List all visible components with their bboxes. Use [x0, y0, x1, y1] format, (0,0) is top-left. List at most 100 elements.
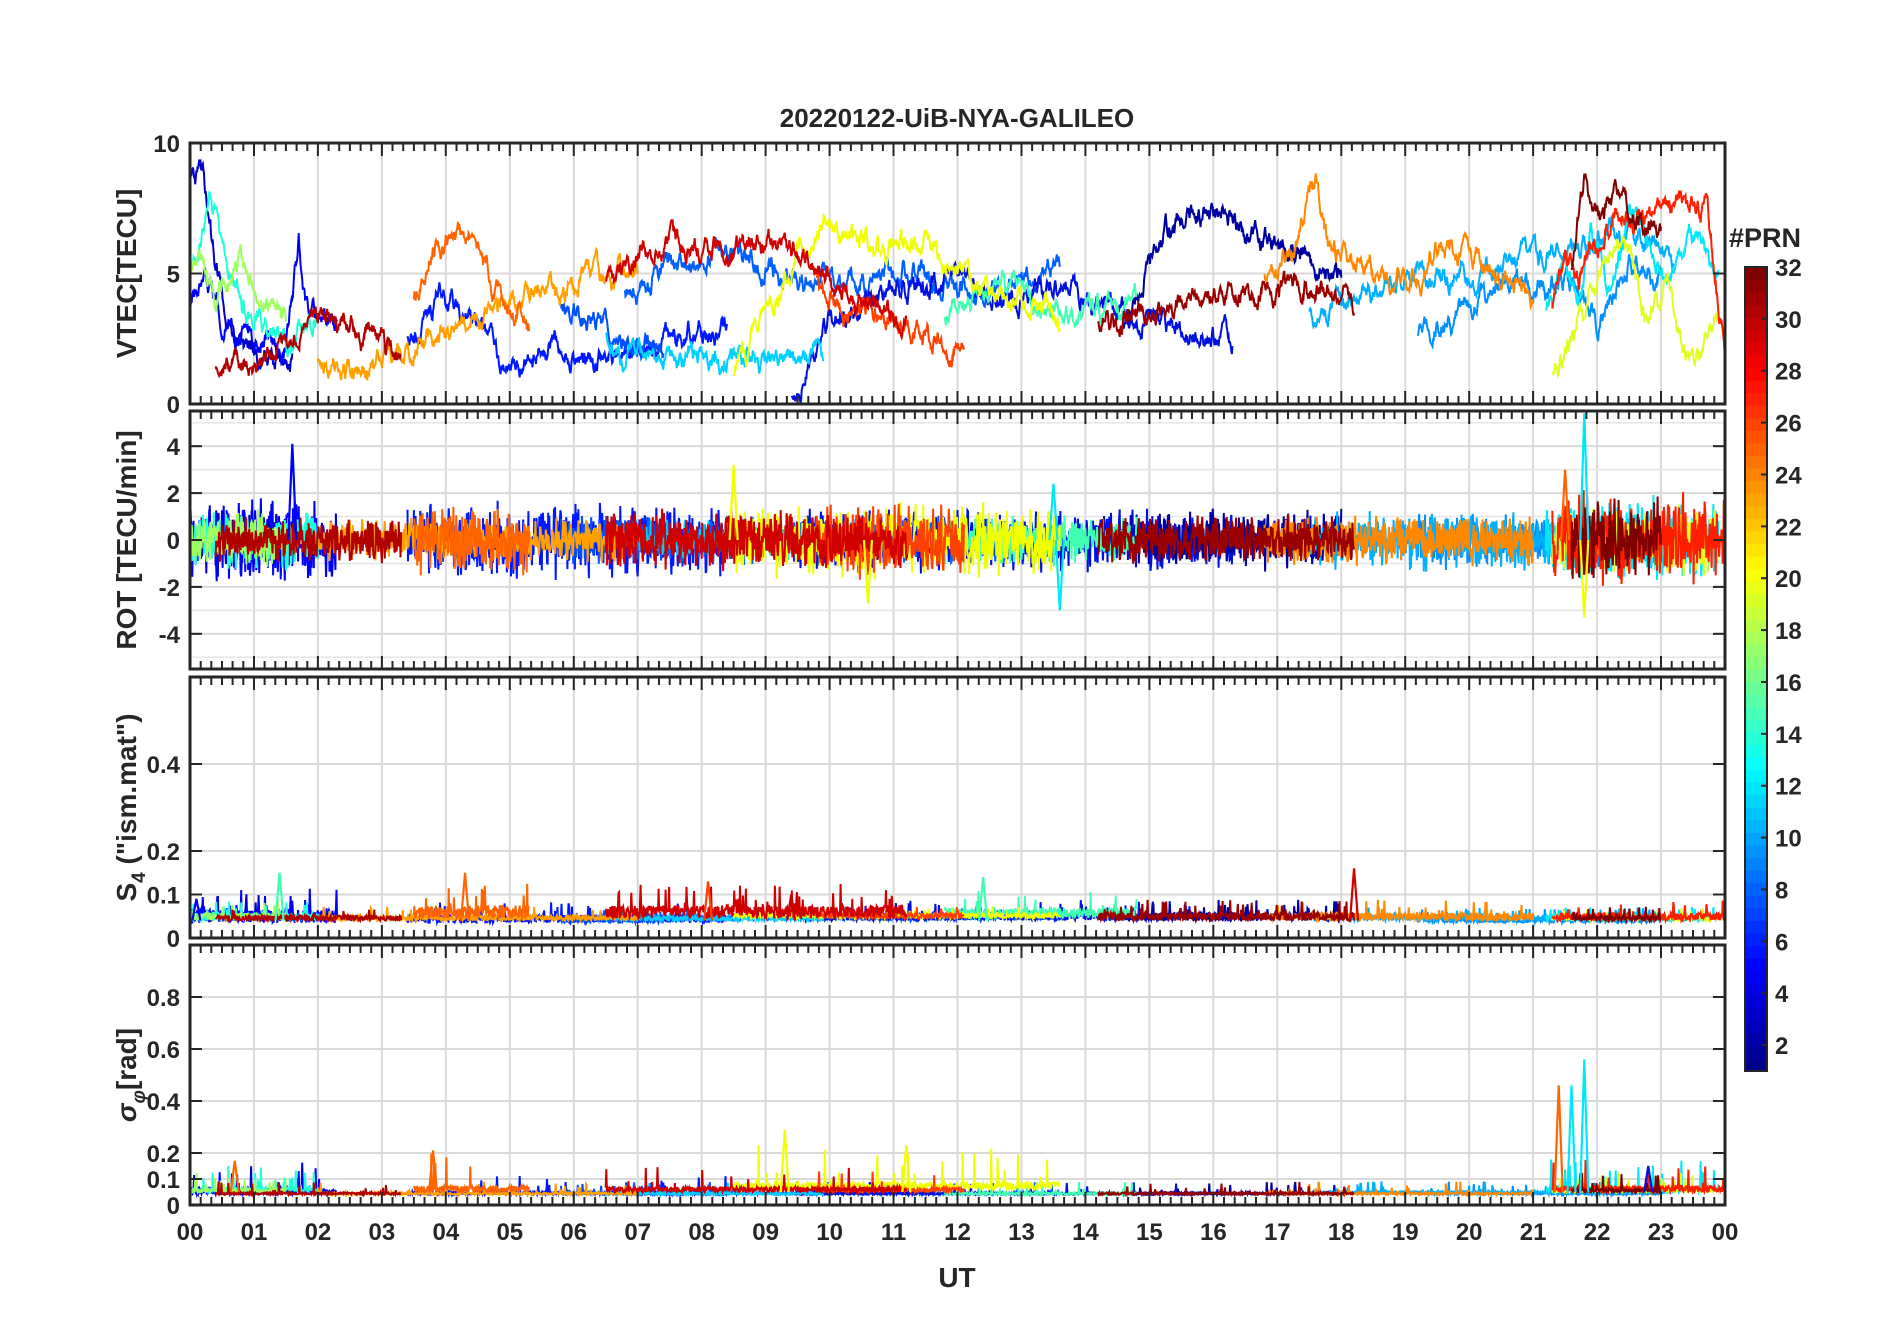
colorbar-step	[1745, 794, 1767, 808]
series-line-prn-32	[1570, 173, 1662, 271]
colorbar-step	[1745, 782, 1767, 796]
colorbar-step	[1745, 292, 1767, 306]
x-ticks-vtec	[189, 143, 1726, 404]
series-line-prn-15	[943, 269, 1138, 329]
grid-sigma	[190, 945, 1725, 1205]
series-line-prn-24	[1263, 173, 1535, 311]
x-tick-label: 01	[241, 1219, 268, 1246]
colorbar-step	[1745, 681, 1767, 695]
series-line-prn-32	[1570, 1172, 1662, 1196]
burst-mark	[274, 872, 285, 921]
series-line-prn-30	[215, 909, 403, 924]
series-line-prn-14	[190, 191, 319, 358]
colorbar-step	[1745, 593, 1767, 607]
series-line-prn-12	[1545, 203, 1720, 311]
series-line-prn-23	[316, 246, 639, 381]
grid-s4	[190, 677, 1725, 938]
burst-mark	[1579, 1059, 1590, 1193]
colorbar-step	[1745, 970, 1767, 984]
y-axis-title-s4: S4 ("ism.mat")	[111, 713, 150, 901]
series-line-prn-30	[214, 1181, 402, 1199]
colorbar-step	[1745, 493, 1767, 507]
colorbar-step	[1745, 807, 1767, 821]
colorbar-step	[1745, 618, 1767, 632]
y-tick-label: 0.6	[147, 1037, 180, 1064]
y-axis-title-subscript: φ	[129, 1090, 150, 1103]
colorbar-step	[1745, 342, 1767, 356]
series-line-prn-11	[604, 331, 825, 376]
series-line-prn-20	[732, 213, 1061, 377]
colorbar-step	[1745, 656, 1767, 670]
colorbar-step	[1745, 995, 1767, 1009]
burst-mark	[728, 464, 739, 541]
colorbar-step	[1745, 430, 1767, 444]
colorbar-step	[1745, 643, 1767, 658]
colorbar-step	[1745, 844, 1767, 859]
y-tick-label: 0	[167, 392, 180, 419]
x-tick-label: 12	[944, 1219, 971, 1246]
x-tick-label: 08	[688, 1219, 715, 1246]
x-tick-label: 11	[881, 1219, 906, 1246]
chart-title: 20220122-UiB-NYA-GALILEO	[780, 103, 1135, 133]
colorbar-step	[1745, 581, 1767, 595]
colorbar-step	[1745, 455, 1767, 469]
colorbar-step	[1745, 832, 1767, 846]
x-tick-marks	[189, 677, 1726, 938]
colorbar-step	[1745, 530, 1767, 544]
colorbar-step	[1745, 895, 1767, 909]
burst-mark	[427, 1150, 439, 1193]
burst-mark	[1579, 539, 1590, 618]
colorbar-step	[1745, 442, 1767, 457]
colorbar-step	[1745, 317, 1767, 331]
panel-s4: 00.10.20.4S4 ("ism.mat")	[111, 675, 1727, 953]
colorbar-tick-label: 8	[1775, 877, 1788, 904]
series-line-prn-18	[190, 509, 287, 568]
y-tick-label: 0.1	[147, 1167, 180, 1194]
x-tick-label: 19	[1392, 1219, 1419, 1246]
colorbar-step	[1745, 631, 1767, 645]
burst-mark	[779, 1129, 790, 1193]
x-tick-label: 07	[624, 1219, 651, 1246]
colorbar-step	[1745, 744, 1767, 758]
x-tick-label: 00	[177, 1219, 204, 1246]
burst-mark	[459, 872, 471, 921]
x-tick-label: 16	[1200, 1219, 1227, 1246]
colorbar-step	[1745, 518, 1767, 532]
colorbar-tick-label: 18	[1775, 618, 1802, 645]
series-line-prn-31	[1097, 899, 1355, 925]
series-line-prn-25	[412, 883, 530, 921]
x-axis-title: UT	[938, 1262, 975, 1293]
colorbar-title: #PRN	[1729, 223, 1801, 253]
colorbar-step	[1745, 354, 1767, 369]
series-line-prn-32	[1570, 906, 1662, 924]
colorbar-step	[1745, 1033, 1767, 1047]
x-tick-label: 13	[1008, 1219, 1035, 1246]
y-tick-label: 4	[167, 434, 181, 461]
series-line-prn-32	[1570, 496, 1662, 579]
colorbar-tick-label: 22	[1775, 514, 1802, 541]
colorbar-step	[1745, 267, 1767, 281]
colorbar-step	[1745, 417, 1767, 431]
series-line-prn-25	[412, 221, 530, 332]
burst-mark	[1553, 1085, 1564, 1193]
series-line-prn-18	[190, 244, 287, 323]
series-line-prn-25	[413, 506, 530, 576]
y-tick-label: 10	[153, 131, 180, 158]
colorbar-step	[1745, 870, 1767, 884]
x-tick-label: 17	[1264, 1219, 1291, 1246]
colorbar-tick-label: 10	[1775, 826, 1802, 853]
colorbar-tick-label: 32	[1775, 255, 1802, 282]
series-line-prn-3	[190, 233, 339, 367]
y-tick-label: 0.1	[147, 883, 180, 910]
colorbar-tick-label: 6	[1775, 929, 1788, 956]
burst-mark	[287, 443, 298, 541]
colorbar-step	[1745, 405, 1767, 419]
series-line-prn-31	[1097, 514, 1355, 564]
series-line-prn-24	[1263, 1181, 1534, 1198]
x-tick-label: 18	[1328, 1219, 1355, 1246]
colorbar-step	[1745, 367, 1767, 381]
series-line-prn-30	[214, 306, 402, 379]
colorbar-step	[1745, 468, 1767, 482]
x-ticks-s4	[189, 677, 1726, 938]
